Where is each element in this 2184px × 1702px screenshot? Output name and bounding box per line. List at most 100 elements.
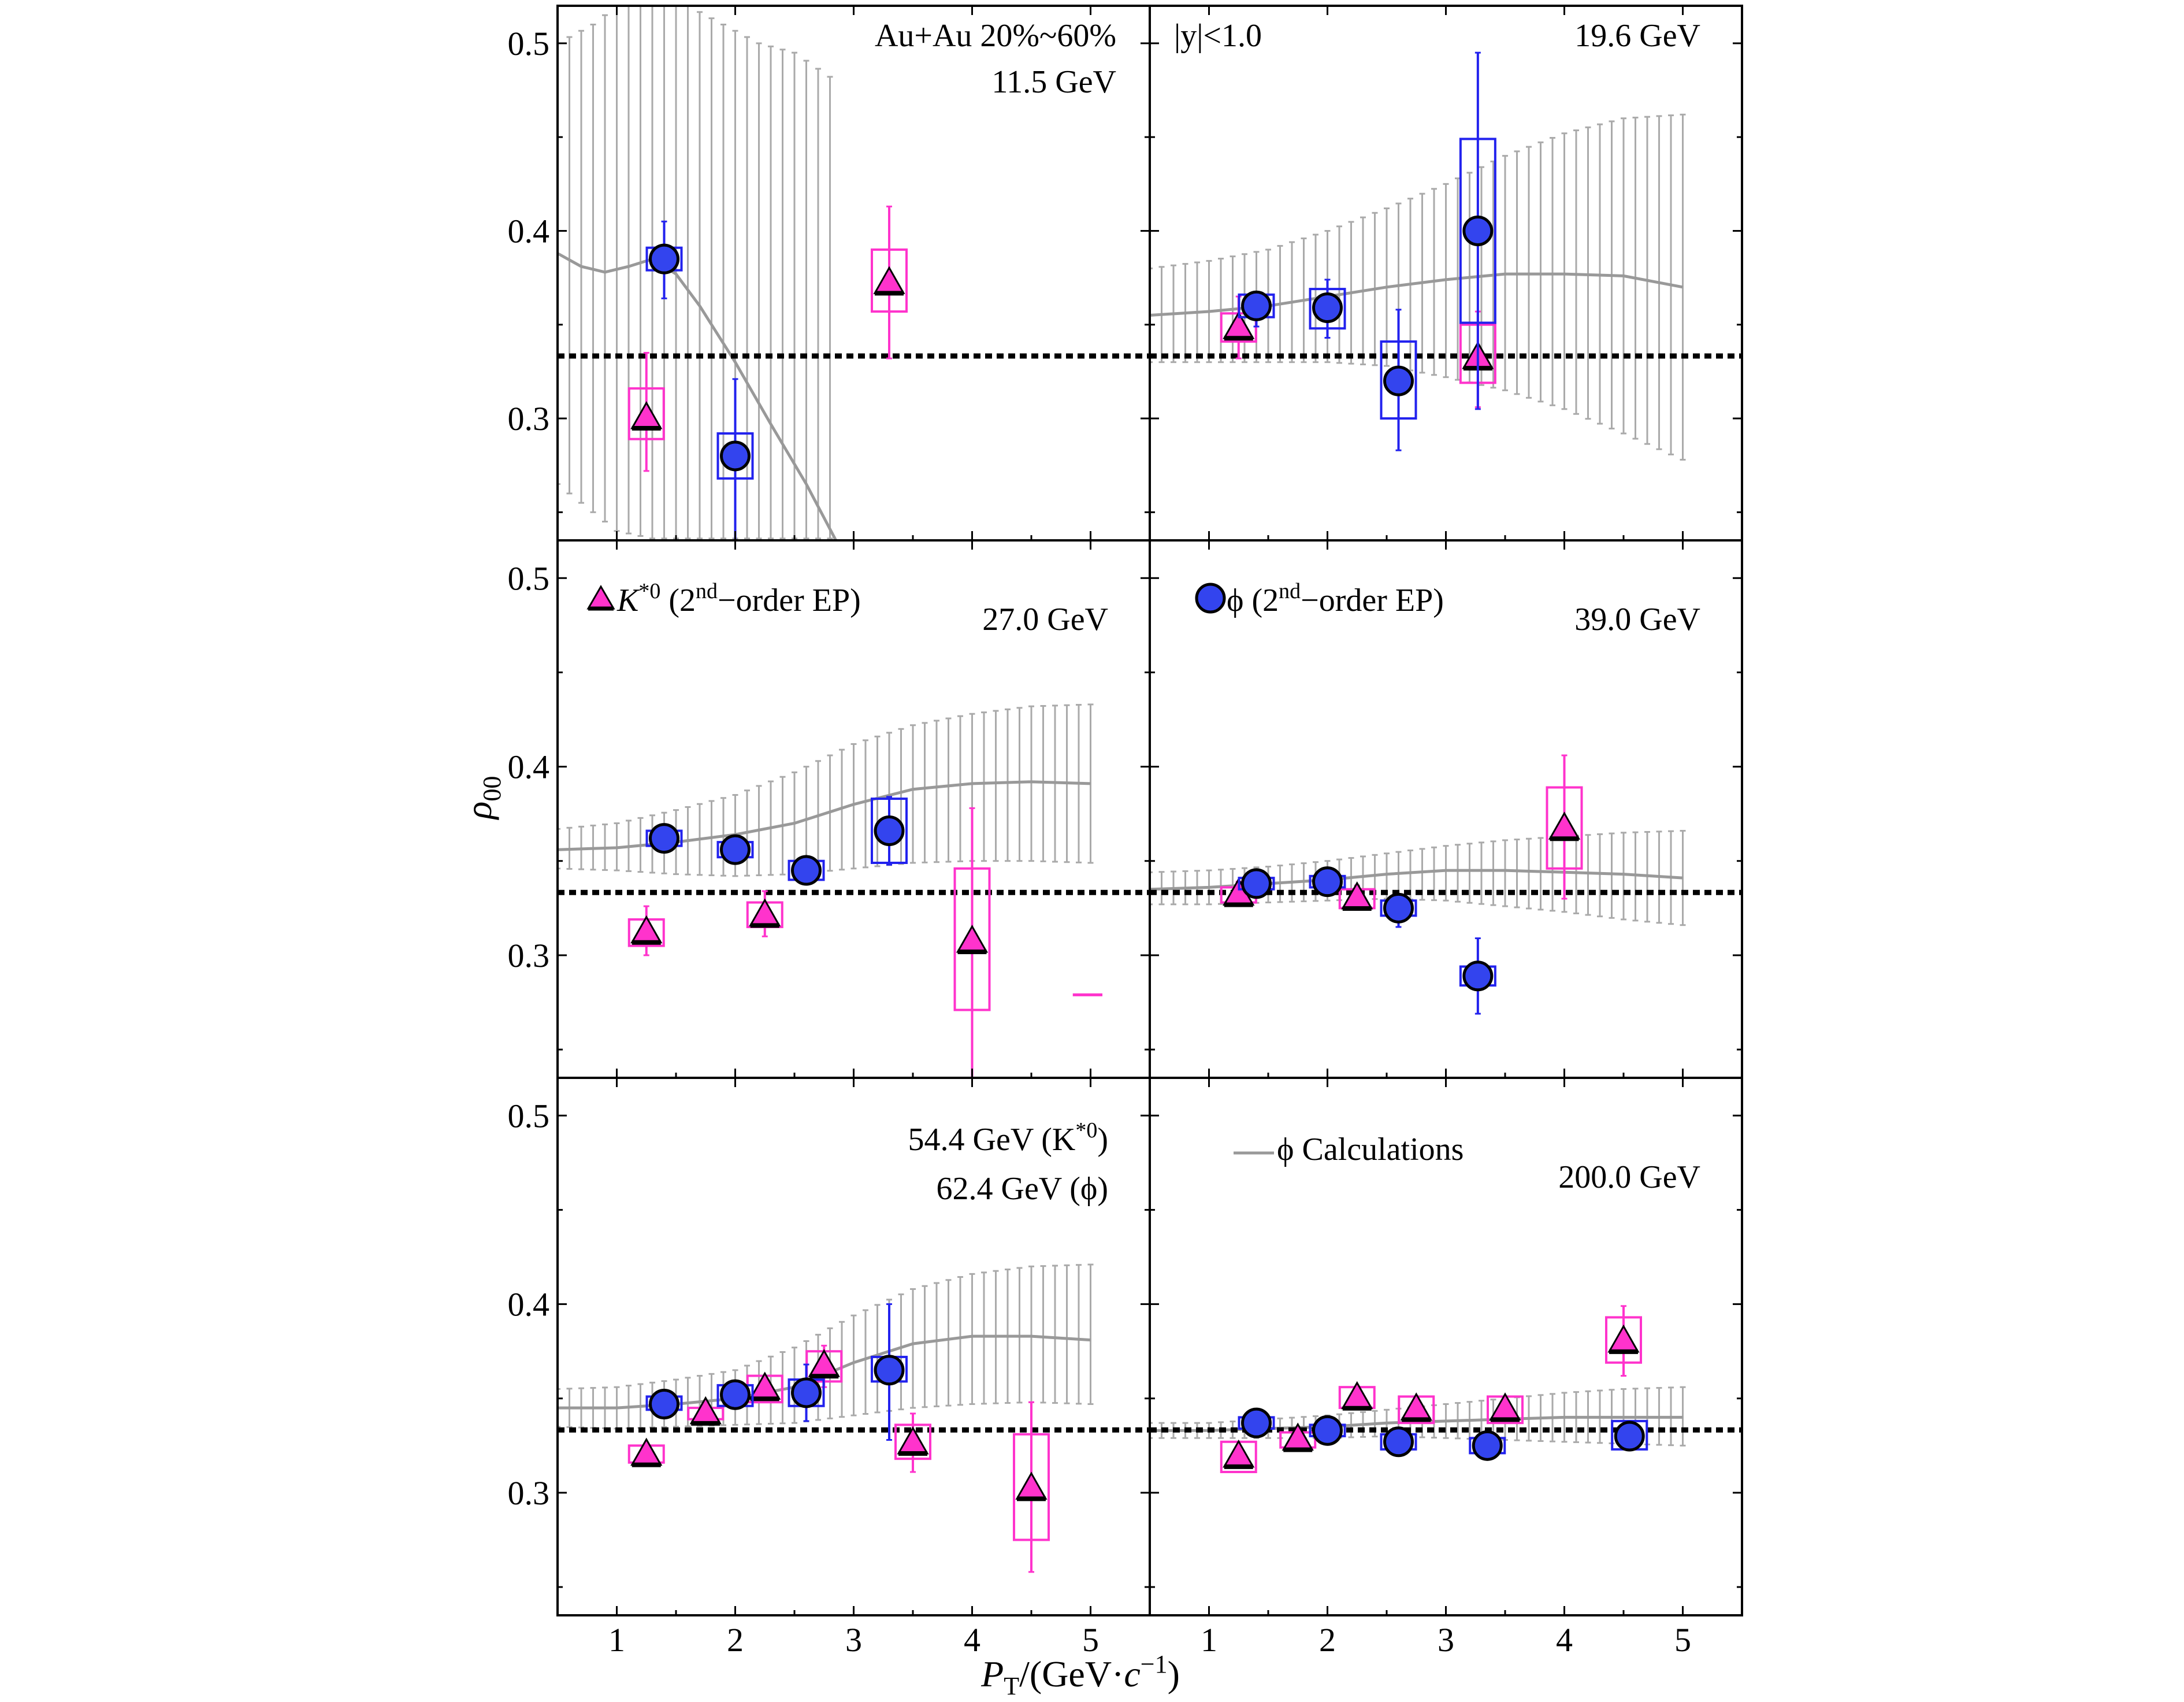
phi-point — [788, 1363, 825, 1422]
phi-marker — [1462, 215, 1494, 246]
phi-marker — [1312, 866, 1343, 898]
kstar-point — [1605, 1305, 1642, 1377]
panels-group — [558, 6, 1742, 1573]
kstar-sys-box — [1546, 786, 1583, 870]
label-group: 0.3 0.4 0.5 Au+Au 20%~60% 11.5 GeV |y|<1.0 19.… — [508, 18, 1701, 1659]
phi-marker — [1614, 1421, 1645, 1452]
phi-marker — [1312, 292, 1343, 324]
phi-marker — [649, 243, 679, 275]
phi-point — [1459, 51, 1496, 410]
kstar-point — [1220, 1439, 1257, 1474]
phi-point — [1238, 290, 1275, 328]
energy-label: 200.0 GeV — [1558, 1159, 1700, 1195]
phi-marker — [1383, 365, 1414, 396]
y-tick-label: 0.4 — [508, 748, 550, 786]
phi-point — [716, 378, 754, 540]
y-tick-label: 0.5 — [508, 25, 550, 62]
phi-point — [1309, 1415, 1346, 1446]
x-tick-label: 3 — [1438, 1621, 1454, 1659]
x-tick-label: 4 — [1556, 1621, 1573, 1659]
y-tick-label: 0.5 — [508, 559, 550, 597]
x-axis-label: PT/(GeV·c−1) — [980, 1650, 1180, 1700]
energy-label: 11.5 GeV — [991, 64, 1116, 100]
phi-point — [871, 796, 908, 866]
kstar-sys-box — [1013, 1433, 1050, 1541]
kstar-sys-box — [1605, 1316, 1642, 1364]
kstar-point — [687, 1396, 725, 1426]
phi-marker — [649, 1389, 679, 1420]
phi-point — [645, 823, 683, 854]
phi-sys-box — [716, 432, 754, 480]
phi-marker — [791, 855, 822, 886]
panel-19.6 — [1150, 51, 1742, 461]
phi-point — [716, 1379, 754, 1410]
kstar-point — [746, 890, 783, 937]
phi-point — [1238, 1407, 1275, 1438]
kstar-point — [1487, 1392, 1524, 1425]
phi-sys-box — [871, 798, 908, 864]
phi-point — [1309, 279, 1346, 339]
phi-marker — [1241, 868, 1272, 899]
legend-calc-label: ϕ Calculations — [1277, 1132, 1464, 1167]
y-tick-label: 0.3 — [508, 400, 550, 437]
phi-point — [645, 1389, 683, 1420]
phi-marker — [720, 834, 751, 865]
kstar-point — [1546, 754, 1583, 900]
phi-point — [1459, 937, 1496, 1015]
kstar-sys-box — [953, 867, 991, 1011]
phi-point — [645, 220, 683, 299]
kstar-point — [1338, 1381, 1376, 1411]
phi-marker — [1241, 1407, 1272, 1438]
panel-11.5 — [558, 6, 1150, 540]
phi-point — [871, 1303, 908, 1441]
phi-point — [716, 834, 754, 865]
phi-point — [1380, 892, 1417, 928]
legend-label: K*0 (2nd−order EP) — [616, 579, 861, 618]
y-tick-label: 0.4 — [508, 212, 550, 250]
kstar-point — [1013, 1401, 1050, 1573]
y-axis-label: ρ00 — [458, 776, 506, 821]
y-tick-label: 0.5 — [508, 1097, 550, 1134]
panel-plot-area — [1150, 1305, 1742, 1474]
x-tick-label: 1 — [1201, 1621, 1217, 1659]
x-tick-label: 5 — [1082, 1621, 1099, 1659]
phi-marker — [1312, 1415, 1343, 1446]
kstar-point — [894, 1412, 931, 1473]
phi-point — [788, 855, 825, 886]
phi-marker — [720, 440, 751, 472]
x-tick-label: 5 — [1674, 1621, 1691, 1659]
kstar-sys-box — [871, 248, 908, 313]
phi-sys-box — [1459, 138, 1496, 324]
kstar-point — [627, 351, 665, 472]
energy-label-kstar: 54.4 GeV (K*0) — [908, 1118, 1108, 1158]
phi-point — [1238, 868, 1275, 899]
phi-marker — [720, 1379, 751, 1410]
panel-plot-area — [558, 703, 1150, 1078]
kstar-point — [871, 205, 908, 359]
kstar-sys-box — [627, 387, 665, 440]
panel-54.4/62.4 — [558, 1263, 1150, 1573]
energy-label: 27.0 GeV — [982, 602, 1108, 637]
panel-27.0 — [558, 703, 1150, 1078]
legend-label: ϕ (2nd−order EP) — [1227, 579, 1444, 618]
rapidity-label: |y|<1.0 — [1174, 18, 1262, 54]
kstar-point — [627, 905, 665, 956]
panel-plot-area — [1150, 754, 1742, 1015]
panel-plot-area — [558, 1263, 1150, 1573]
x-tick-label: 4 — [964, 1621, 980, 1659]
kstar-point — [1338, 881, 1376, 911]
kstar-point — [1279, 1422, 1317, 1452]
kstar-point — [953, 807, 991, 1078]
frame-group — [556, 5, 1743, 1616]
energy-label: 19.6 GeV — [1574, 18, 1700, 54]
phi-marker — [1383, 1426, 1414, 1458]
calc-curve — [558, 252, 838, 540]
kstar-point — [746, 1371, 783, 1404]
legend-phi-marker — [1195, 583, 1226, 614]
phi-marker — [1383, 892, 1414, 924]
phi-marker — [1241, 290, 1272, 321]
phi-marker — [649, 823, 679, 854]
system-label: Au+Au 20%~60% — [875, 18, 1116, 54]
kstar-point — [627, 1437, 665, 1467]
panel-200.0 — [1150, 1305, 1742, 1474]
